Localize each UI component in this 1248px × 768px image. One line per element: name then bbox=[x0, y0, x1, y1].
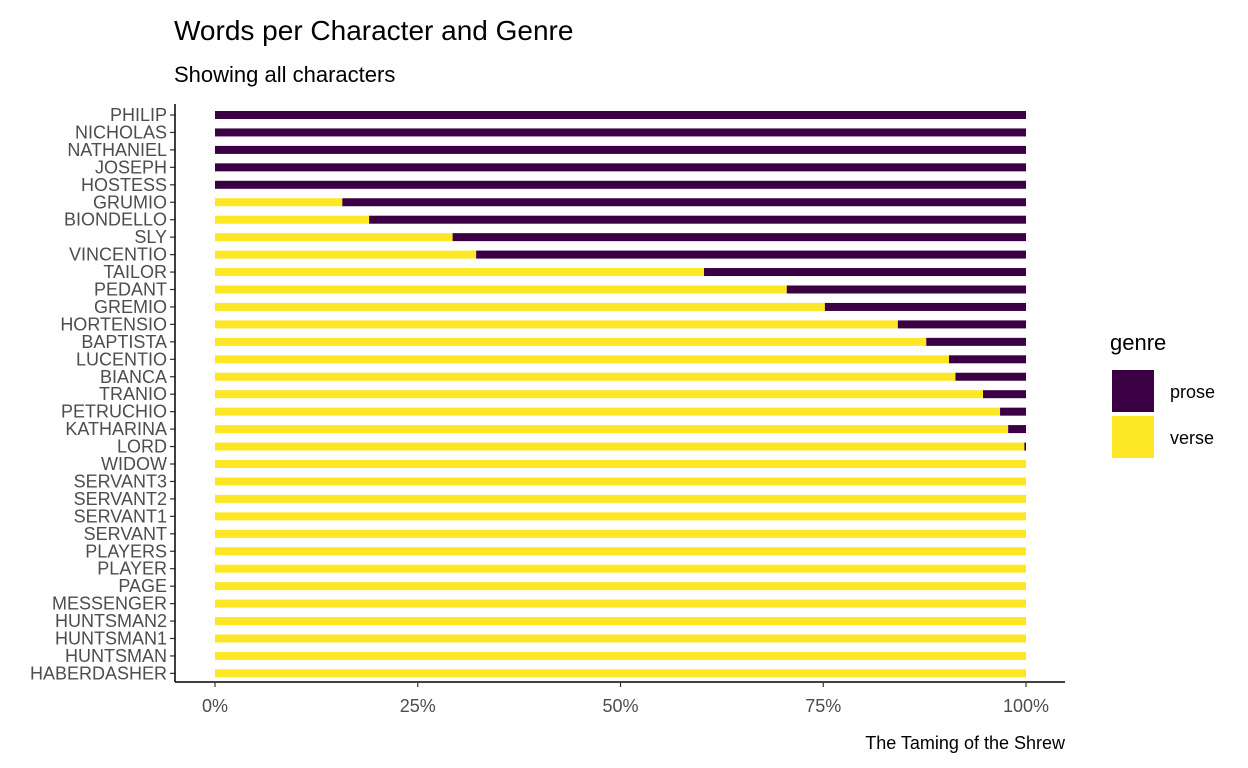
y-tick-label-huntsman1: HUNTSMAN1 bbox=[55, 629, 167, 649]
bar-prose-hostess bbox=[215, 180, 1026, 189]
bar-prose-nicholas bbox=[215, 128, 1026, 137]
bar-verse-tailor bbox=[215, 268, 705, 277]
bar-verse-servant3 bbox=[215, 477, 1026, 486]
legend-label-prose: prose bbox=[1170, 382, 1215, 402]
y-tick-label-grumio: GRUMIO bbox=[93, 192, 167, 212]
bar-prose-sly bbox=[452, 233, 1026, 242]
bar-verse-baptista bbox=[215, 337, 927, 346]
y-tick-label-page: PAGE bbox=[118, 576, 167, 596]
bar-verse-grumio bbox=[215, 198, 343, 207]
bar-prose-katharina bbox=[1008, 425, 1026, 434]
y-tick-label-huntsman: HUNTSMAN bbox=[65, 646, 167, 666]
bar-prose-petruchio bbox=[1000, 407, 1026, 416]
bar-verse-servant1 bbox=[215, 512, 1026, 521]
bar-verse-hortensio bbox=[215, 320, 898, 329]
y-tick-label-lord: LORD bbox=[117, 437, 167, 457]
bar-verse-huntsman bbox=[215, 651, 1026, 660]
bar-prose-lucentio bbox=[948, 355, 1026, 364]
bar-verse-tranio bbox=[215, 390, 984, 399]
y-tick-label-servant3: SERVANT3 bbox=[74, 471, 167, 491]
bar-verse-sly bbox=[215, 233, 453, 242]
bar-prose-tailor bbox=[704, 268, 1026, 277]
y-tick-label-biondello: BIONDELLO bbox=[64, 210, 167, 230]
bar-prose-hortensio bbox=[897, 320, 1026, 329]
y-tick-label-player: PLAYER bbox=[97, 559, 167, 579]
y-tick-label-pedant: PEDANT bbox=[94, 280, 167, 300]
bar-prose-lord bbox=[1024, 442, 1026, 451]
bar-prose-vincentio bbox=[476, 250, 1027, 259]
bar-verse-page bbox=[215, 582, 1026, 591]
y-tick-label-bianca: BIANCA bbox=[100, 367, 167, 387]
legend: genre prose verse bbox=[1110, 330, 1215, 458]
bar-layer bbox=[215, 111, 1027, 678]
y-tick-label-players: PLAYERS bbox=[85, 541, 167, 561]
x-tick-label: 25% bbox=[400, 696, 436, 716]
bar-verse-messenger bbox=[215, 599, 1026, 608]
x-tick-label: 50% bbox=[602, 696, 638, 716]
y-tick-label-lucentio: LUCENTIO bbox=[76, 349, 167, 369]
bar-verse-haberdasher bbox=[215, 669, 1026, 678]
y-tick-label-petruchio: PETRUCHIO bbox=[61, 402, 167, 422]
bar-prose-philip bbox=[215, 111, 1026, 119]
legend-title: genre bbox=[1110, 330, 1166, 355]
y-tick-label-servant: SERVANT bbox=[84, 524, 167, 544]
y-tick-label-baptista: BAPTISTA bbox=[81, 332, 167, 352]
legend-label-verse: verse bbox=[1170, 428, 1214, 448]
chart-title: Words per Character and Genre bbox=[174, 15, 573, 46]
y-tick-label-gremio: GREMIO bbox=[94, 297, 167, 317]
y-tick-label-tranio: TRANIO bbox=[99, 384, 167, 404]
y-axis: PHILIPNICHOLASNATHANIELJOSEPHHOSTESSGRUM… bbox=[30, 104, 176, 683]
bar-prose-grumio bbox=[342, 198, 1026, 207]
y-tick-label-sly: SLY bbox=[134, 227, 167, 247]
y-tick-label-hostess: HOSTESS bbox=[81, 175, 167, 195]
y-tick-label-philip: PHILIP bbox=[110, 105, 167, 125]
bar-prose-bianca bbox=[955, 372, 1026, 381]
bar-verse-gremio bbox=[215, 302, 825, 311]
y-tick-label-servant2: SERVANT2 bbox=[74, 489, 167, 509]
y-tick-label-katharina: KATHARINA bbox=[65, 419, 167, 439]
y-tick-label-nathaniel: NATHANIEL bbox=[67, 140, 167, 160]
y-tick-label-vincentio: VINCENTIO bbox=[69, 245, 167, 265]
y-tick-label-joseph: JOSEPH bbox=[95, 157, 167, 177]
bar-verse-katharina bbox=[215, 425, 1009, 434]
bar-verse-players bbox=[215, 547, 1026, 556]
x-tick-label: 75% bbox=[805, 696, 841, 716]
y-tick-label-tailor: TAILOR bbox=[103, 262, 167, 282]
chart-subtitle: Showing all characters bbox=[174, 62, 395, 87]
bar-verse-pedant bbox=[215, 285, 787, 294]
bar-prose-gremio bbox=[824, 302, 1026, 311]
bar-verse-widow bbox=[215, 460, 1026, 468]
bar-prose-nathaniel bbox=[215, 145, 1026, 154]
bar-verse-servant bbox=[215, 529, 1026, 538]
legend-swatch-verse bbox=[1112, 416, 1154, 458]
y-tick-label-hortensio: HORTENSIO bbox=[60, 314, 167, 334]
y-tick-label-huntsman2: HUNTSMAN2 bbox=[55, 611, 167, 631]
bar-verse-petruchio bbox=[215, 407, 1001, 416]
x-tick-label: 0% bbox=[202, 696, 228, 716]
bar-prose-tranio bbox=[983, 390, 1026, 399]
x-axis: 0% 25% 50% 75% 100% bbox=[175, 681, 1065, 716]
bar-verse-lucentio bbox=[215, 355, 949, 364]
legend-swatch-prose bbox=[1112, 370, 1154, 412]
bar-prose-joseph bbox=[215, 163, 1026, 172]
y-tick-label-haberdasher: HABERDASHER bbox=[30, 663, 167, 683]
y-tick-label-servant1: SERVANT1 bbox=[74, 506, 167, 526]
bar-verse-bianca bbox=[215, 372, 956, 381]
y-tick-label-widow: WIDOW bbox=[101, 454, 167, 474]
bar-verse-vincentio bbox=[215, 250, 477, 259]
y-tick-label-nicholas: NICHOLAS bbox=[75, 122, 167, 142]
bar-verse-biondello bbox=[215, 215, 370, 224]
bar-prose-baptista bbox=[926, 337, 1026, 346]
bar-verse-player bbox=[215, 564, 1026, 573]
x-tick-label: 100% bbox=[1003, 696, 1049, 716]
bar-prose-pedant bbox=[786, 285, 1026, 294]
y-tick-label-messenger: MESSENGER bbox=[52, 594, 167, 614]
bar-prose-biondello bbox=[369, 215, 1027, 224]
bar-verse-servant2 bbox=[215, 494, 1026, 503]
bar-verse-lord bbox=[215, 442, 1025, 451]
bar-verse-huntsman2 bbox=[215, 617, 1026, 626]
bar-verse-huntsman1 bbox=[215, 634, 1026, 643]
chart-caption: The Taming of the Shrew bbox=[865, 733, 1066, 753]
